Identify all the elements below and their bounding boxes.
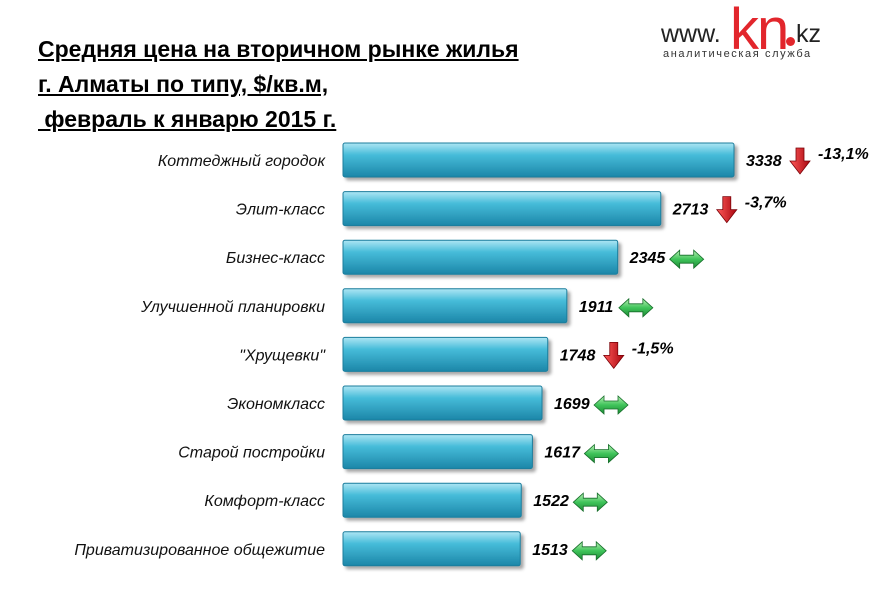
category-label: Улучшенной планировки	[140, 299, 325, 316]
change-label: -3,7%	[745, 195, 787, 212]
category-label: Старой постройки	[178, 445, 325, 462]
category-label: Экономкласс	[227, 396, 325, 413]
bar	[342, 191, 662, 227]
category-label: Приватизированное общежитие	[74, 542, 325, 559]
logo-dot-icon	[786, 37, 795, 46]
value-label: 1748	[560, 347, 596, 364]
no-change-arrow-icon	[669, 249, 705, 270]
bar	[342, 336, 549, 372]
bar	[342, 434, 533, 470]
value-label: 1522	[533, 493, 569, 510]
kn-logo: www. kn kz аналитическая служба	[660, 0, 882, 64]
change-label: -1,5%	[632, 340, 674, 357]
title-line-2: г. Алматы по типу, $/кв.м,	[38, 71, 329, 97]
value-label: 3338	[746, 153, 782, 170]
value-label: 2345	[629, 250, 667, 267]
category-label: "Хрущевки"	[239, 347, 326, 364]
value-label: 2713	[672, 202, 709, 219]
down-arrow-icon	[602, 341, 625, 370]
category-label: Комфорт-класс	[204, 493, 325, 510]
no-change-arrow-icon	[571, 540, 607, 561]
bar	[342, 385, 543, 421]
no-change-arrow-icon	[572, 492, 608, 513]
category-label: Элит-класс	[236, 202, 325, 219]
logo-subtitle: аналитическая служба	[663, 48, 812, 60]
no-change-arrow-icon	[593, 395, 629, 415]
down-arrow-icon	[715, 196, 738, 224]
category-label: Коттеджный городок	[158, 153, 327, 170]
value-label: 1911	[579, 299, 614, 316]
category-label: Бизнес-класс	[226, 250, 325, 267]
logo-kz: kz	[796, 20, 821, 48]
bar	[342, 288, 568, 324]
no-change-arrow-icon	[583, 443, 620, 464]
bar	[342, 142, 735, 178]
change-label: -13,1%	[818, 146, 869, 163]
value-label: 1699	[554, 396, 590, 413]
no-change-arrow-icon	[618, 297, 654, 318]
bar	[342, 239, 619, 275]
chart-title: Средняя цена на вторичном рынке жилья г.…	[38, 32, 519, 137]
title-line-1: Средняя цена на вторичном рынке жилья	[38, 36, 519, 62]
down-arrow-icon	[789, 147, 811, 175]
logo-kn: kn	[730, 0, 789, 62]
title-line-3: февраль к январю 2015 г.	[38, 106, 337, 132]
bar	[342, 531, 521, 567]
value-label: 1617	[544, 445, 581, 462]
logo-www: www.	[661, 20, 721, 48]
bar	[342, 482, 522, 518]
value-label: 1513	[532, 542, 568, 559]
